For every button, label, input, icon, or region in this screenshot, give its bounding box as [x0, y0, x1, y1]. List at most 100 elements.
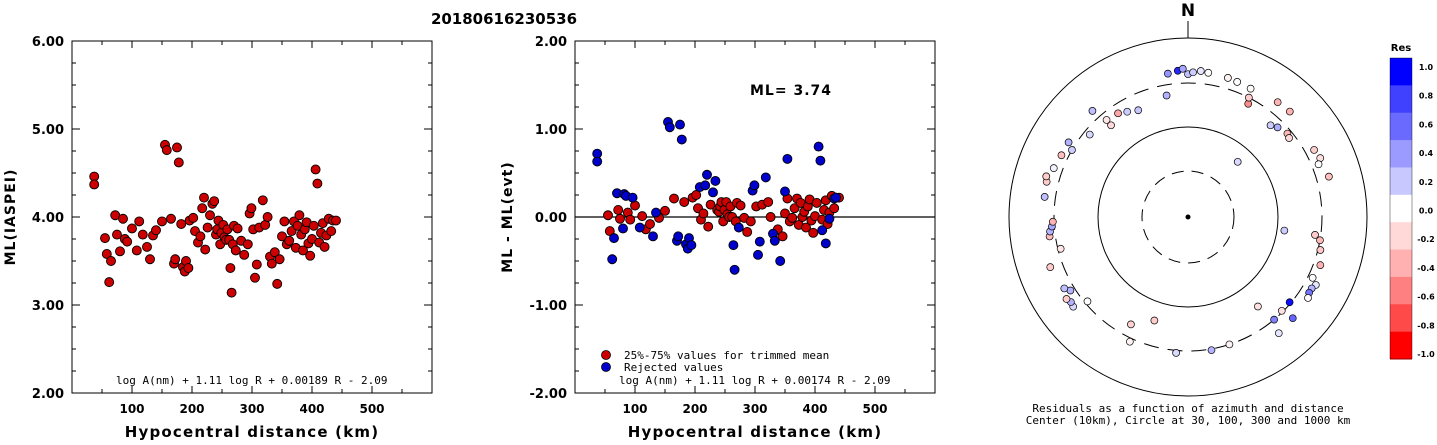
- data-point: [634, 222, 645, 233]
- data-point: [648, 231, 658, 242]
- polar-point: [1277, 306, 1286, 315]
- data-point: [89, 179, 100, 190]
- data-point: [645, 219, 655, 229]
- data-point: [161, 145, 172, 156]
- polar-point: [1189, 68, 1197, 77]
- data-point: [637, 211, 648, 222]
- data-point: [710, 175, 721, 186]
- polar-point: [1254, 302, 1262, 311]
- data-point: [172, 142, 182, 153]
- data-point: [277, 231, 287, 242]
- colorbar-tick-label: -0.6: [1417, 293, 1435, 302]
- x-tick-label: 500: [862, 402, 887, 416]
- data-point: [745, 216, 756, 227]
- polar-point: [1266, 121, 1275, 130]
- polar-point: [1310, 146, 1318, 154]
- polar-point: [1134, 106, 1143, 115]
- polar-point: [1068, 146, 1076, 154]
- data-point: [613, 205, 624, 215]
- colorbar-swatch: [1390, 222, 1412, 251]
- data-point: [312, 178, 323, 189]
- ring-300km: [1053, 82, 1323, 352]
- polar-point: [1274, 329, 1283, 338]
- polar-point: [1049, 217, 1057, 226]
- data-point: [782, 153, 793, 164]
- data-point: [603, 210, 613, 221]
- polar-point: [1285, 107, 1294, 116]
- data-point: [122, 236, 133, 247]
- ring-30km: [1141, 170, 1235, 264]
- axis-ticks-1: 100 200 300 400 500 2.00 3.00 4.00 5.00 6.00: [32, 35, 432, 416]
- colorbar-tick-label: 0.6: [1419, 120, 1434, 129]
- data-point: [753, 249, 763, 260]
- x-tick-label: 100: [119, 402, 144, 416]
- data-point: [170, 254, 181, 265]
- data-point: [257, 195, 268, 206]
- polar-point: [1040, 193, 1049, 201]
- polar-point: [1064, 138, 1073, 147]
- colorbar-swatch: [1390, 304, 1412, 333]
- polar-point: [1246, 84, 1255, 93]
- polar-point: [1316, 236, 1324, 245]
- data-point: [246, 203, 257, 214]
- data-point: [700, 180, 711, 191]
- data-point: [735, 200, 746, 211]
- data-point: [200, 244, 211, 255]
- data-point: [197, 203, 208, 214]
- x-tick-label: 300: [239, 402, 264, 416]
- data-point: [618, 223, 628, 234]
- data-point: [607, 254, 618, 265]
- legend: 25%-75% values for trimmed mean Rejected…: [601, 349, 829, 374]
- data-point: [308, 220, 319, 231]
- panel-ml-iaspei: 100 200 300 400 500 2.00 3.00 4.00 5.00 6.00 Hypo…: [3, 35, 433, 441]
- polar-point: [1162, 91, 1171, 100]
- data-point: [112, 229, 122, 240]
- polar-point: [1225, 340, 1234, 349]
- data-point: [166, 213, 176, 224]
- data-point: [269, 247, 280, 258]
- data-point: [115, 246, 125, 257]
- x-tick-label: 200: [682, 402, 707, 416]
- y-tick-label: 2.00: [535, 35, 567, 50]
- y-axis-label-1: ML(IASPEI): [3, 169, 19, 266]
- polar-point: [1062, 295, 1071, 303]
- data-point: [686, 240, 697, 251]
- polar-point: [1314, 160, 1323, 169]
- data-point: [592, 156, 603, 167]
- data-point: [151, 225, 161, 236]
- data-point: [225, 263, 236, 273]
- data-point: [205, 210, 215, 221]
- data-point: [157, 216, 167, 227]
- data-point: [272, 278, 283, 289]
- data-point: [676, 134, 687, 145]
- colorbar: Res 1.0 0.8 0.6 0.4 0.2 0.0 -0.2 -0.4 -0.6 -0.8 -1…: [1389, 43, 1435, 360]
- data-point: [777, 231, 788, 242]
- data-point: [294, 210, 305, 221]
- data-point: [104, 277, 115, 288]
- polar-point: [1244, 93, 1253, 102]
- data-point: [239, 249, 250, 260]
- data-point: [118, 213, 128, 224]
- data-point: [765, 212, 776, 222]
- data-point: [760, 172, 771, 183]
- y-tick-label: -2.00: [530, 387, 567, 402]
- data-point: [298, 245, 308, 256]
- data-point: [733, 222, 744, 233]
- colorbar-swatch: [1390, 276, 1412, 305]
- polar-point: [1114, 109, 1122, 118]
- colorbar-swatch: [1390, 331, 1412, 360]
- colorbar-tick-label: -0.2: [1417, 235, 1435, 244]
- x-tick-label: 300: [742, 402, 767, 416]
- data-point: [815, 155, 826, 166]
- data-point: [754, 236, 765, 247]
- data-point: [679, 197, 690, 207]
- polar-point: [1046, 263, 1055, 271]
- data-point: [698, 208, 709, 219]
- axis-ticks-2: 100 200 300 400 500 -2.00 -1.00 0.00 1.00 2.00: [530, 35, 935, 416]
- colorbar-swatch: [1390, 249, 1412, 278]
- ring-1000km: [1008, 37, 1368, 397]
- polar-point: [1083, 297, 1092, 306]
- data-point: [627, 192, 638, 203]
- data-point: [173, 157, 184, 168]
- y-tick-label: 1.00: [535, 123, 567, 138]
